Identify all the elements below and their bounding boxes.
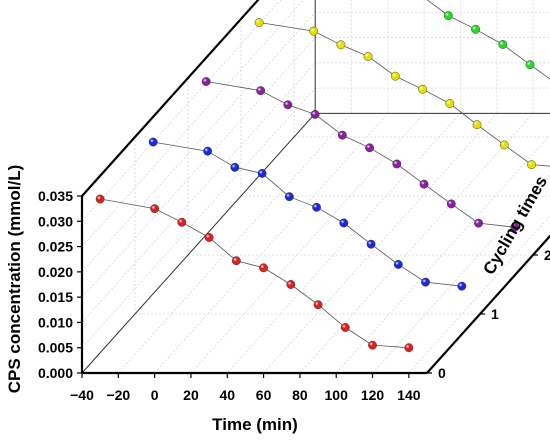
x-tick-label: 20: [183, 387, 199, 403]
y-tick-label: 0.015: [38, 289, 73, 305]
y-axis-title: CPS concentration (mmol/L): [5, 165, 24, 394]
data-point: [446, 199, 456, 209]
data-point: [257, 169, 267, 178]
data-point: [283, 100, 293, 110]
z-axis-title: Cycling times: [479, 173, 550, 278]
grid-line-left-horizontal: [81, 87, 316, 348]
data-point: [231, 256, 241, 266]
data-point: [336, 40, 346, 50]
x-tick-label: −20: [106, 387, 130, 403]
data-point: [498, 40, 508, 49]
z-tick-label: 0: [438, 365, 446, 381]
grid-line-left-horizontal: [81, 0, 305, 247]
z-tick-label: 1: [491, 306, 499, 322]
series-line: [100, 198, 409, 349]
data-point: [310, 110, 320, 119]
y-tick-label: 0.030: [38, 213, 73, 229]
z-axis-line: [426, 234, 550, 374]
grid-lines: [81, 0, 550, 374]
data-point: [419, 179, 429, 189]
data-point: [148, 137, 158, 147]
data-point: [339, 218, 349, 228]
data-point: [312, 202, 321, 212]
data-point: [499, 140, 509, 150]
series-line: [426, 0, 550, 80]
data-point: [313, 300, 323, 310]
data-point: [457, 281, 467, 291]
y-tick-label: 0.035: [38, 188, 73, 204]
data-point: [203, 146, 213, 156]
data-point: [525, 60, 535, 70]
data-point: [445, 99, 455, 108]
y-tick-label: 0.000: [38, 365, 73, 381]
data-point: [527, 160, 536, 170]
data-point: [421, 277, 430, 287]
data-point: [418, 84, 427, 94]
data-point: [177, 217, 187, 227]
data-point: [150, 204, 160, 214]
grid-line-left-horizontal: [81, 0, 282, 222]
axes-frame: [80, 0, 550, 375]
x-tick-label: 140: [397, 387, 421, 403]
data-point: [510, 222, 520, 232]
tick-labels: −40 −20 0 20 40 60 80 100 120 1400.0000.0050.0100…: [38, 188, 550, 403]
series-line: [206, 81, 515, 228]
x-tick-label: 80: [292, 387, 308, 403]
data-point: [201, 77, 211, 86]
grid-line-left-horizontal: [81, 0, 259, 197]
data-point: [230, 162, 240, 172]
data-point: [204, 233, 214, 242]
x-axis-title: Time (min): [212, 415, 298, 434]
x-tick-label: 40: [219, 387, 235, 403]
frame-edge-top-left: [81, 0, 260, 197]
data-point: [365, 143, 374, 153]
data-point: [259, 263, 268, 273]
data-point: [368, 340, 377, 350]
data-point: [340, 323, 350, 332]
series-cycle-2: [201, 77, 520, 232]
data-point: [284, 192, 294, 202]
data-point: [404, 343, 414, 353]
y-tick-label: 0.020: [38, 264, 73, 280]
grid-line-floor-x: [226, 113, 461, 374]
data-point: [366, 239, 376, 249]
grid-line-floor-x: [190, 113, 425, 374]
data-point: [254, 18, 264, 27]
data-point: [472, 120, 482, 130]
z-tick-label: 2: [544, 247, 550, 263]
data-point: [393, 260, 403, 269]
x-tick-label: −40: [70, 387, 94, 403]
x-tick-label: 60: [256, 387, 272, 403]
data-series: [95, 0, 550, 353]
data-point: [337, 130, 347, 140]
data-point: [286, 280, 296, 289]
y-tick-label: 0.010: [38, 314, 73, 330]
x-tick-label: 0: [151, 387, 159, 403]
data-point: [309, 26, 319, 36]
x-tick-label: 100: [325, 387, 349, 403]
data-point: [256, 86, 266, 96]
y-tick-label: 0.025: [38, 239, 73, 255]
frame-edge-floor-left: [81, 113, 316, 374]
grid-line-left-horizontal: [81, 37, 316, 298]
y-tick-label: 0.005: [38, 340, 73, 356]
data-point: [363, 52, 373, 61]
x-tick-label: 120: [361, 387, 385, 403]
series-cycle-4: [426, 0, 550, 80]
data-point: [471, 24, 480, 34]
series-cycle-1: [148, 137, 467, 291]
data-point: [390, 71, 400, 81]
series-cycle-3: [254, 18, 550, 170]
data-point: [392, 159, 402, 169]
data-point: [443, 11, 453, 21]
series-cycle-0: [95, 194, 414, 353]
grid-line-floor-x: [408, 215, 550, 374]
data-point: [474, 218, 483, 228]
data-point: [95, 194, 105, 204]
